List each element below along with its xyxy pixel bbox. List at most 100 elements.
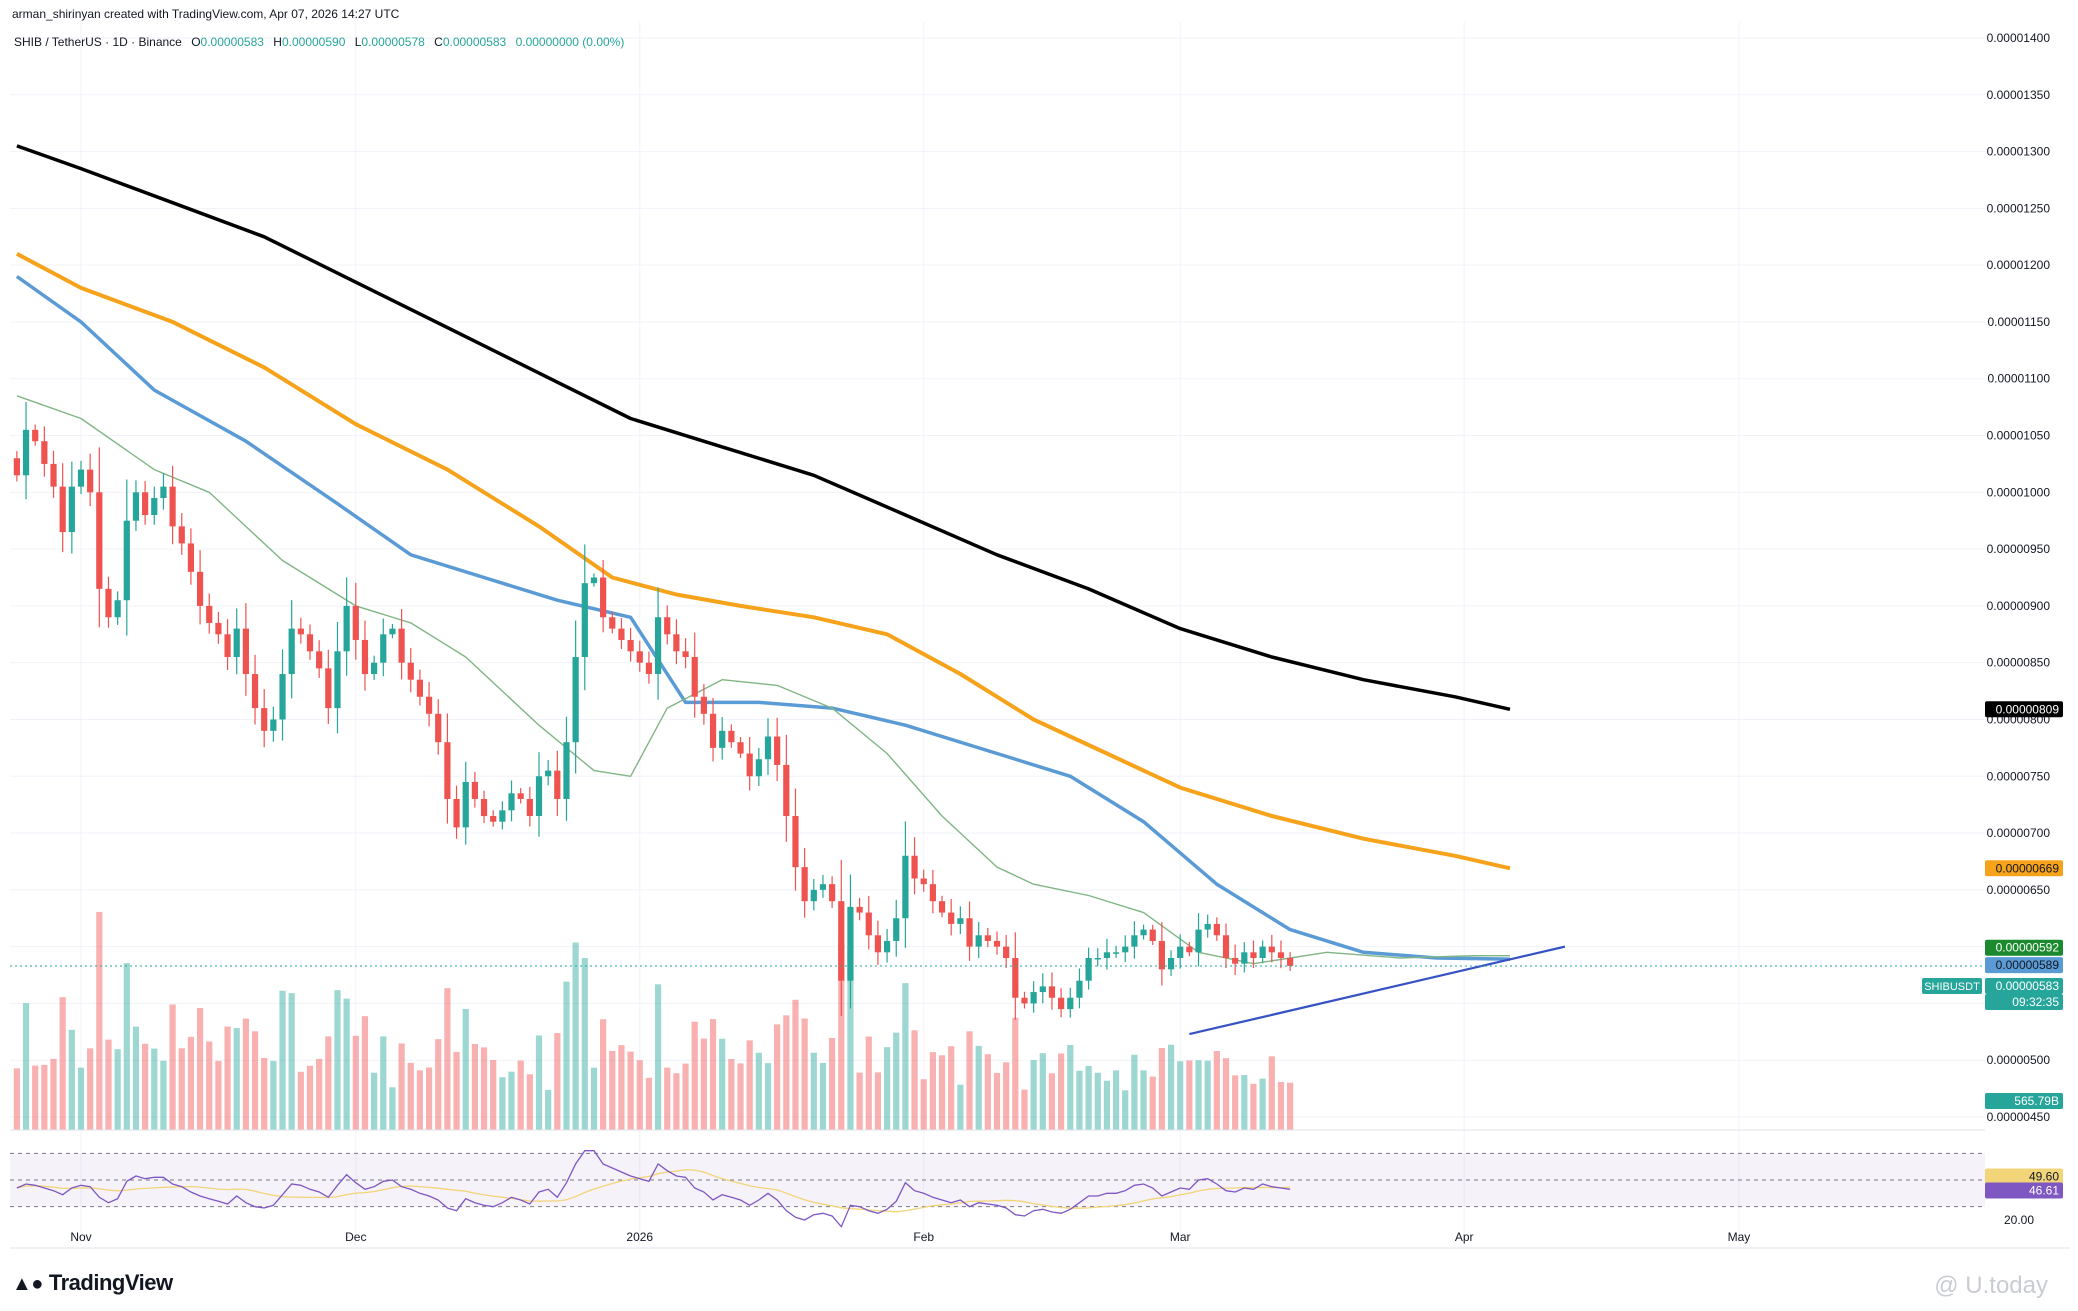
- time-tick-label: Apr: [1455, 1230, 1474, 1244]
- volume-bar: [444, 988, 451, 1130]
- chart-grid: [10, 22, 1985, 1245]
- candle-body: [316, 651, 323, 669]
- candle-body: [1103, 952, 1111, 958]
- volume-bar: [682, 1063, 689, 1130]
- candle-body: [1003, 946, 1010, 958]
- volume-bar: [407, 1062, 414, 1130]
- candle-body: [242, 628, 249, 675]
- candle-body: [709, 713, 717, 748]
- candle-body: [948, 912, 955, 924]
- candle-body: [737, 742, 744, 754]
- candle-body: [1213, 923, 1220, 936]
- candle-body: [865, 912, 872, 936]
- candle-body: [1167, 957, 1175, 970]
- time-tick-label: May: [1728, 1230, 1751, 1244]
- candle-body: [105, 588, 112, 618]
- ma50-line: [15, 275, 1511, 961]
- volume-bar: [783, 1015, 790, 1130]
- volume-bar: [929, 1052, 936, 1130]
- candle-body: [563, 742, 570, 799]
- price-tick-label: 0.00001250: [1987, 201, 2051, 215]
- volume-bar: [361, 1016, 369, 1130]
- ohlc-o: O0.00000583: [191, 35, 264, 49]
- price-tick-label: 0.00001300: [1987, 145, 2051, 159]
- candle-body: [966, 918, 973, 947]
- candle-body: [856, 906, 863, 913]
- volume-bar: [59, 997, 66, 1130]
- candle-body: [636, 651, 643, 663]
- volume-bar: [810, 1052, 817, 1130]
- volume-bar: [371, 1072, 378, 1130]
- volume-bar: [416, 1070, 424, 1130]
- candle-body: [114, 600, 121, 618]
- candle-body: [389, 628, 396, 635]
- candle-body: [810, 889, 817, 902]
- volume-bar: [1058, 1053, 1065, 1130]
- rsi-value-badge: 46.61: [2029, 1184, 2059, 1198]
- volume-bar: [1021, 1089, 1028, 1130]
- candle-body: [517, 793, 524, 799]
- candle-body: [664, 617, 671, 635]
- symbol-name[interactable]: SHIB / TetherUS · 1D · Binance: [14, 35, 182, 49]
- candle-body: [838, 901, 845, 981]
- volume-bar: [1039, 1053, 1046, 1130]
- price-labels: 0.00000809 0.00000669 0.00000592 0.00000589…: [1922, 701, 2063, 1199]
- candle-body: [590, 577, 598, 584]
- volume-bar: [499, 1077, 506, 1130]
- candle-body: [77, 469, 85, 487]
- volume-bar: [1112, 1070, 1120, 1130]
- volume-bar: [838, 941, 845, 1130]
- price-change: 0.00000000 (0.00%): [515, 35, 625, 49]
- candle-body: [59, 486, 66, 533]
- volume-bar: [306, 1065, 314, 1130]
- ma50-value-badge-bg: [1985, 957, 2063, 974]
- candle-body: [233, 628, 240, 658]
- volume-bar: [261, 1057, 268, 1130]
- volume-bar: [380, 1036, 387, 1130]
- candle-body: [480, 798, 488, 817]
- time-tick-label: Dec: [345, 1230, 366, 1244]
- time-tick-label: Nov: [70, 1230, 91, 1244]
- volume-bar: [792, 999, 799, 1130]
- volume-bar: [398, 1043, 405, 1130]
- candle-body: [1122, 946, 1129, 953]
- candle-body: [691, 657, 698, 697]
- volume-bar: [1094, 1072, 1101, 1130]
- volume-bar: [233, 1028, 240, 1130]
- price-tick-label: 0.00000950: [1987, 542, 2051, 556]
- price-tick-label: 0.00001100: [1987, 372, 2050, 386]
- candle-body: [682, 651, 689, 658]
- candle-body: [526, 798, 533, 817]
- candle-body: [407, 662, 414, 680]
- volume-bar: [1149, 1076, 1156, 1130]
- price-tick-label: 0.00000900: [1987, 599, 2051, 613]
- candle-body: [206, 605, 213, 623]
- ma200-value-badge: 0.00000809: [1996, 702, 2060, 716]
- candle-body: [499, 810, 506, 822]
- volume-bar: [664, 1067, 671, 1130]
- volume-bar: [902, 983, 909, 1130]
- candle-body: [1058, 997, 1065, 1010]
- candle-body: [490, 816, 497, 822]
- candle-body: [1149, 929, 1156, 941]
- volume-bar: [774, 1024, 781, 1130]
- volume-bar: [1241, 1074, 1248, 1130]
- volume-bar: [316, 1058, 323, 1130]
- rsi-pane: [10, 1150, 1985, 1228]
- volume-bar: [526, 1074, 533, 1130]
- candle-body: [1259, 946, 1266, 958]
- volume-bar: [1076, 1070, 1083, 1130]
- volume-bar: [554, 1033, 561, 1130]
- candle-body: [196, 571, 204, 606]
- candle-body: [847, 906, 854, 981]
- candle-body: [297, 628, 304, 635]
- candle-body: [13, 458, 20, 476]
- tradingview-logo[interactable]: ▲● TradingView: [12, 1270, 173, 1295]
- candle-body: [1195, 929, 1202, 953]
- ma100-value-badge-bg: [1985, 860, 2063, 877]
- volume-bar: [728, 1059, 735, 1130]
- volume-bar: [764, 1063, 772, 1130]
- volume-bar: [911, 1030, 918, 1130]
- candle-body: [160, 486, 167, 498]
